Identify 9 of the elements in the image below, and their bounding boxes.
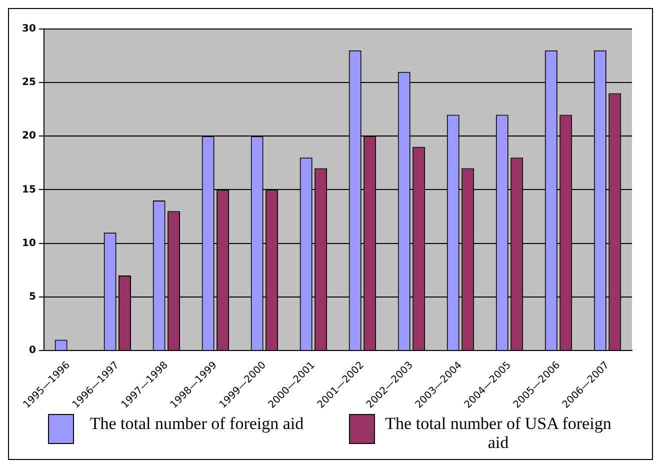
y-tick-label: 5 bbox=[28, 291, 36, 302]
y-tick-label: 15 bbox=[22, 184, 36, 196]
legend-label: The total number of foreign aid bbox=[88, 414, 305, 433]
y-tick-label: 10 bbox=[22, 238, 36, 249]
legend-label: The total number of USA foreign aid bbox=[384, 414, 612, 452]
y-tick-label: 30 bbox=[22, 24, 36, 35]
y-tick-label: 20 bbox=[22, 130, 36, 142]
y-tick-label: 25 bbox=[22, 77, 36, 88]
y-tick-label: 0 bbox=[28, 345, 36, 356]
